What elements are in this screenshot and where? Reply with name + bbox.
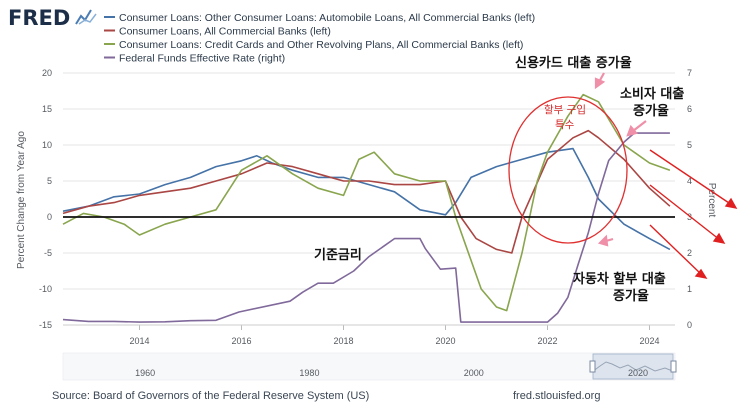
x-tick: 2022 <box>537 336 557 346</box>
x-tick: 2014 <box>129 336 149 346</box>
x-tick: 2016 <box>231 336 251 346</box>
x-tick: 2024 <box>639 336 659 346</box>
navigator-tick: 2020 <box>628 368 648 378</box>
y-left-tick: -5 <box>44 248 52 258</box>
legend-fedfunds: Federal Funds Effective Rate (right) <box>119 53 285 65</box>
highlight-circle <box>508 96 628 244</box>
y-right-tick: 7 <box>687 68 692 78</box>
annotation-auto-1: 자동차 할부 대출 <box>573 271 666 287</box>
plot-area <box>63 73 675 343</box>
y-left-tick: 20 <box>42 68 52 78</box>
series-line-1 <box>62 129 671 254</box>
fred-logo[interactable]: FRED <box>8 6 70 30</box>
annotation-rate: 기준금리 <box>314 247 362 263</box>
x-tick: 2018 <box>333 336 353 346</box>
series-line-0 <box>62 147 671 251</box>
annotations: 신용카드 대출 증가율 소비자 대출 증가율 할부 구입 특수 기준금리 자동차… <box>314 55 738 304</box>
navigator[interactable]: 1960 1980 2000 2020 <box>62 352 677 381</box>
navigator-tick: 2000 <box>464 368 484 378</box>
annotation-covid-2: 특수 <box>555 119 575 131</box>
legend: Consumer Loans: Other Consumer Loans: Au… <box>104 12 535 65</box>
fred-logo-icon <box>75 9 97 25</box>
y-left-tick: 15 <box>42 104 52 114</box>
y-left-tick: 0 <box>47 212 52 222</box>
red-arrows <box>649 149 738 280</box>
y-right-tick: 5 <box>687 140 692 150</box>
navigator-tick: 1960 <box>135 368 155 378</box>
series-line-3 <box>62 132 670 323</box>
y-left-tick: -15 <box>39 320 52 330</box>
pink-arrows <box>594 72 647 247</box>
y-axis-left-title: Percent Change from Year Ago <box>16 131 27 269</box>
legend-auto: Consumer Loans: Other Consumer Loans: Au… <box>119 12 535 24</box>
navigator-tick: 1980 <box>299 368 319 378</box>
left-axis-ticks: 20 15 10 5 0 -5 -10 -15 <box>39 68 52 330</box>
annotation-covid-1: 할부 구입 <box>544 103 586 116</box>
footer-site[interactable]: fred.stlouisfed.org <box>513 390 601 402</box>
navigator-handle-left[interactable] <box>589 360 596 373</box>
y-right-tick: 4 <box>687 176 692 186</box>
footer-source: Source: Board of Governors of the Federa… <box>52 390 370 402</box>
y-left-tick: 5 <box>47 176 52 186</box>
series-line-2 <box>62 93 671 312</box>
navigator-ticks: 1960 1980 2000 2020 <box>135 368 648 378</box>
y-right-tick: 1 <box>687 284 692 294</box>
y-right-tick: 0 <box>687 320 692 330</box>
right-axis-ticks: 7 6 5 4 3 2 1 0 <box>687 68 692 330</box>
annotation-consumer-1: 소비자 대출 <box>620 86 684 102</box>
x-tick: 2020 <box>435 336 455 346</box>
annotation-auto-2: 증가율 <box>613 288 649 304</box>
annotation-consumer-2: 증가율 <box>633 103 669 119</box>
series-lines <box>62 93 671 323</box>
legend-consumer: Consumer Loans, All Commercial Banks (le… <box>119 26 331 38</box>
navigator-handle-right[interactable] <box>670 360 677 373</box>
annotation-credit: 신용카드 대출 증가율 <box>515 55 632 71</box>
y-right-tick: 6 <box>687 104 692 114</box>
legend-credit: Consumer Loans: Credit Cards and Other R… <box>119 39 523 51</box>
y-right-tick: 3 <box>687 212 692 222</box>
x-axis-ticks: 2014 2016 2018 2020 2022 2024 <box>63 324 675 346</box>
y-left-tick: 10 <box>42 140 52 150</box>
y-left-tick: -10 <box>39 284 52 294</box>
navigator-window[interactable] <box>592 353 674 380</box>
y-right-tick: 2 <box>687 248 692 258</box>
y-axis-right-title: Percent <box>706 183 717 218</box>
